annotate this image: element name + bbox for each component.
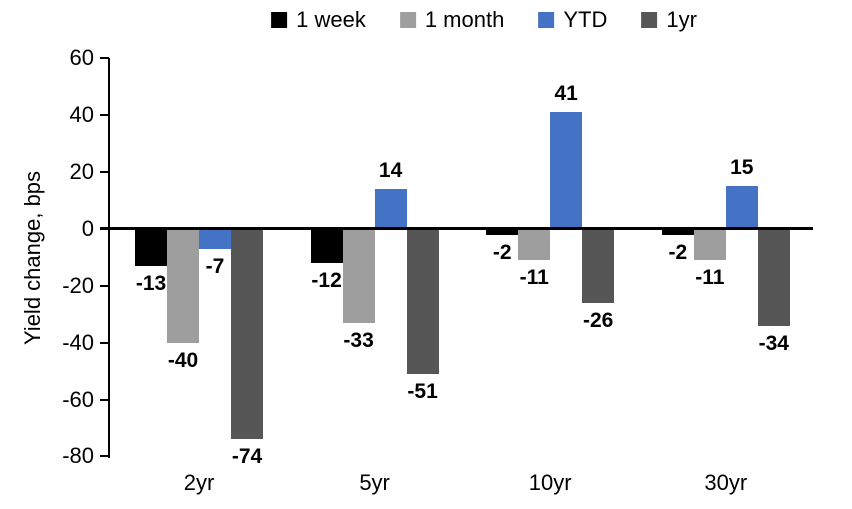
- y-tick-label: -20: [62, 272, 94, 298]
- bar-value-label: -12: [311, 269, 342, 293]
- bar-1-month-10yr: [518, 229, 551, 261]
- legend-swatch-icon: [641, 12, 658, 28]
- bar-1-month-30yr: [693, 229, 726, 261]
- bar-1yr-30yr: [757, 229, 790, 326]
- bar-value-label: -2: [492, 240, 512, 264]
- y-tick-mark: [100, 455, 109, 458]
- y-tick-label: 0: [81, 216, 94, 241]
- bar-1yr-5yr: [406, 229, 439, 374]
- y-tick-mark: [100, 284, 109, 287]
- y-axis-line: [108, 58, 110, 458]
- y-tick-label: 20: [69, 159, 94, 185]
- y-tick-label: 60: [69, 45, 94, 71]
- bar-value-label: -51: [407, 379, 438, 403]
- legend-label: YTD: [563, 7, 608, 32]
- y-tick-label: -40: [62, 329, 94, 355]
- bar-value-label: -13: [135, 271, 167, 295]
- legend-label: 1 week: [296, 7, 366, 32]
- bar-value-label: -33: [343, 328, 374, 352]
- bar-value-label: -11: [695, 266, 725, 290]
- legend-swatch-icon: [538, 12, 555, 28]
- bar-1-week-10yr: [486, 229, 519, 235]
- bar-value-label: -26: [583, 308, 614, 332]
- bar-1-month-5yr: [342, 229, 375, 323]
- legend-swatch-icon: [399, 12, 416, 28]
- legend-item-1-week: 1 week: [271, 8, 366, 32]
- y-tick-label: -60: [62, 386, 94, 412]
- bar-1-week-30yr: [661, 229, 694, 235]
- y-tick-mark: [100, 341, 109, 344]
- bar-ytd-2yr: [199, 229, 231, 249]
- legend-swatch-icon: [271, 12, 288, 28]
- y-tick-mark: [100, 171, 109, 174]
- bar-1yr-2yr: [231, 229, 263, 440]
- legend-item-ytd: YTD: [538, 8, 607, 32]
- bar-value-label: 14: [378, 159, 403, 183]
- x-category-label-2yr: 2yr: [183, 470, 215, 495]
- y-tick-label: -80: [62, 443, 94, 469]
- bar-ytd-5yr: [374, 189, 407, 229]
- x-category-label-30yr: 30yr: [704, 470, 748, 495]
- y-tick-mark: [100, 114, 109, 117]
- x-category-label-5yr: 5yr: [359, 470, 390, 495]
- bar-1-week-5yr: [310, 229, 343, 264]
- legend-label: 1 month: [424, 7, 505, 32]
- y-tick-label: 40: [69, 102, 94, 128]
- bar-ytd-30yr: [725, 186, 758, 229]
- bar-1-week-2yr: [135, 229, 167, 266]
- bar-value-label: -7: [205, 254, 225, 278]
- bar-value-label: -34: [758, 331, 789, 355]
- x-category-label-10yr: 10yr: [528, 470, 572, 495]
- bar-value-label: -2: [668, 240, 688, 264]
- bar-value-label: -74: [231, 445, 263, 469]
- legend-label: 1yr: [666, 7, 697, 32]
- y-tick-mark: [100, 57, 109, 60]
- bar-value-label: -11: [519, 266, 549, 290]
- bar-1yr-10yr: [582, 229, 615, 303]
- x-axis-line: [100, 227, 813, 230]
- bar-value-label: 15: [730, 156, 754, 180]
- legend-item-1-month: 1 month: [399, 7, 505, 32]
- bar-value-label: -40: [167, 348, 199, 372]
- y-tick-mark: [100, 398, 109, 401]
- bar-1-month-2yr: [167, 229, 199, 343]
- bar-ytd-10yr: [550, 112, 583, 229]
- bar-value-label: 41: [554, 82, 578, 106]
- legend-item-1yr: 1yr: [641, 8, 697, 32]
- chart-legend: 1 week 1 month YTD 1yr: [271, 8, 697, 32]
